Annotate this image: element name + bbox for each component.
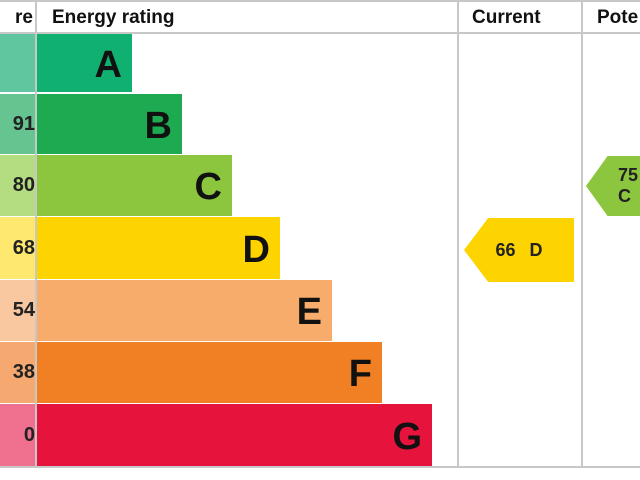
current-rating-arrow: 66 D (464, 218, 574, 282)
column-divider (35, 0, 37, 467)
score-band-b: 91 (0, 94, 35, 154)
score-band-e: 54 (0, 280, 35, 341)
bottom-border (0, 466, 640, 468)
potential-value: 75 (618, 165, 639, 185)
rating-bar-f: F (37, 342, 382, 403)
potential-band: C (618, 186, 631, 206)
header-divider (0, 32, 640, 34)
rating-bar-a: A (37, 34, 132, 92)
current-header: Current (472, 7, 541, 28)
rating-bar-g: G (37, 404, 432, 466)
rating-bar-e: E (37, 280, 332, 341)
potential-header: Pote (597, 7, 639, 28)
rating-bar-d: D (37, 217, 280, 279)
rating-bar-b: B (37, 94, 182, 154)
current-band: D (529, 239, 543, 260)
score-band-c: 80 (0, 155, 35, 216)
score-band-a (0, 34, 35, 92)
column-divider (457, 0, 459, 467)
potential-rating-arrow: 75 C (586, 156, 640, 216)
score-band-d: 68 (0, 217, 35, 279)
score-band-g: 0 (0, 404, 35, 466)
top-border (0, 0, 640, 2)
current-value: 66 (495, 239, 516, 260)
energy-rating-header: Energy rating (52, 7, 175, 28)
score-band-f: 38 (0, 342, 35, 403)
rating-bar-c: C (37, 155, 232, 216)
score-header: re (15, 7, 33, 28)
column-divider (581, 0, 583, 467)
